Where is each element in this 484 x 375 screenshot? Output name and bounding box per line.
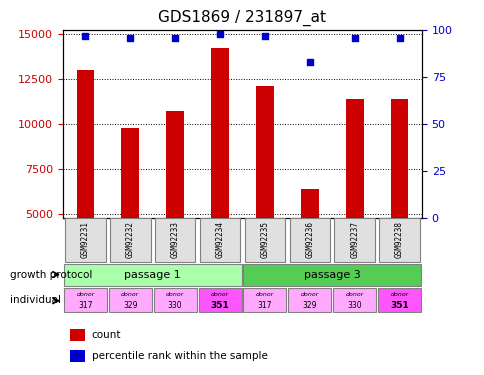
Bar [300,189,318,218]
Text: 330: 330 [167,301,182,310]
FancyBboxPatch shape [64,264,241,286]
FancyBboxPatch shape [65,218,106,262]
Text: GSM92231: GSM92231 [81,222,90,258]
Text: donor: donor [166,292,184,297]
FancyBboxPatch shape [110,218,150,262]
FancyBboxPatch shape [334,218,374,262]
Bar [211,48,228,217]
FancyBboxPatch shape [378,218,419,262]
Text: GSM92238: GSM92238 [394,222,403,258]
Text: donor: donor [121,292,139,297]
Point [171,34,179,40]
Text: GSM92237: GSM92237 [349,222,359,258]
Point [305,59,313,65]
Text: 329: 329 [302,301,317,310]
Text: individual: individual [10,295,60,305]
FancyBboxPatch shape [199,218,240,262]
Text: GSM92235: GSM92235 [260,222,269,258]
Bar [121,128,139,217]
FancyBboxPatch shape [64,288,107,312]
Text: donor: donor [76,292,94,297]
Bar [70,329,84,341]
Text: donor: donor [255,292,273,297]
Text: GSM92232: GSM92232 [125,222,135,258]
FancyBboxPatch shape [333,288,376,312]
Bar [166,111,184,218]
Text: 317: 317 [78,301,92,310]
Text: GSM92236: GSM92236 [304,222,314,258]
FancyBboxPatch shape [287,288,331,312]
Text: donor: donor [345,292,363,297]
Bar [256,86,273,218]
Text: percentile rank within the sample: percentile rank within the sample [91,351,267,361]
FancyBboxPatch shape [243,288,286,312]
Text: 351: 351 [389,301,408,310]
FancyBboxPatch shape [108,288,151,312]
Text: growth protocol: growth protocol [10,270,92,279]
Point [260,33,268,39]
Text: count: count [91,330,121,340]
Point [126,34,134,40]
Text: 329: 329 [123,301,137,310]
FancyBboxPatch shape [377,288,420,312]
Point [350,34,358,40]
Text: GSM92233: GSM92233 [170,222,180,258]
Text: passage 1: passage 1 [124,270,181,280]
Bar [390,99,408,218]
FancyBboxPatch shape [289,218,329,262]
Text: donor: donor [390,292,408,297]
FancyBboxPatch shape [153,288,197,312]
Text: GSM92234: GSM92234 [215,222,224,258]
Point [216,31,224,37]
Bar [345,99,363,218]
FancyBboxPatch shape [244,218,285,262]
Text: passage 3: passage 3 [303,270,360,280]
FancyBboxPatch shape [198,288,241,312]
FancyBboxPatch shape [243,264,420,286]
Text: donor: donor [300,292,318,297]
Text: 351: 351 [210,301,229,310]
FancyBboxPatch shape [155,218,195,262]
Point [81,33,89,39]
Point [395,34,403,40]
Bar [76,70,94,217]
Text: 330: 330 [347,301,361,310]
Title: GDS1869 / 231897_at: GDS1869 / 231897_at [158,10,326,26]
Bar [70,350,84,362]
Text: 317: 317 [257,301,272,310]
Text: donor: donor [211,292,229,297]
